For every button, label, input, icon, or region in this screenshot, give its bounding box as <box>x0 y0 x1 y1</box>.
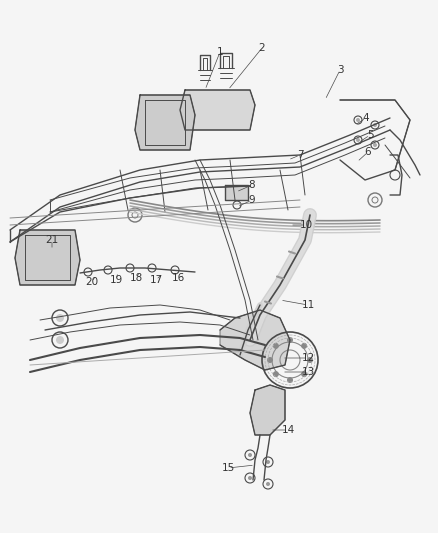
Circle shape <box>301 343 307 349</box>
Text: 18: 18 <box>129 273 143 283</box>
Text: 13: 13 <box>301 367 314 377</box>
Circle shape <box>266 460 270 464</box>
Text: 11: 11 <box>301 300 314 310</box>
Circle shape <box>248 476 252 480</box>
Polygon shape <box>225 185 248 200</box>
Circle shape <box>56 314 64 322</box>
Circle shape <box>307 357 313 363</box>
Text: 10: 10 <box>300 220 313 230</box>
Text: 20: 20 <box>85 277 99 287</box>
Circle shape <box>248 453 252 457</box>
Text: 14: 14 <box>281 425 295 435</box>
Circle shape <box>356 138 360 142</box>
Circle shape <box>56 336 64 344</box>
Circle shape <box>356 118 360 122</box>
Text: 8: 8 <box>249 180 255 190</box>
Text: 1: 1 <box>217 47 223 57</box>
Text: 6: 6 <box>365 147 371 157</box>
Text: 3: 3 <box>337 65 343 75</box>
Circle shape <box>373 123 377 127</box>
Polygon shape <box>180 90 255 130</box>
Circle shape <box>266 482 270 486</box>
Polygon shape <box>15 230 80 285</box>
Circle shape <box>267 357 273 363</box>
Polygon shape <box>220 310 290 370</box>
Text: 9: 9 <box>249 195 255 205</box>
Text: 7: 7 <box>297 150 303 160</box>
Polygon shape <box>135 95 195 150</box>
Text: 12: 12 <box>301 353 314 363</box>
Text: 5: 5 <box>367 130 373 140</box>
Circle shape <box>301 371 307 377</box>
Text: 4: 4 <box>363 113 369 123</box>
Circle shape <box>287 337 293 343</box>
Polygon shape <box>250 385 285 435</box>
Text: 19: 19 <box>110 275 123 285</box>
Text: 17: 17 <box>149 275 162 285</box>
Circle shape <box>273 343 279 349</box>
Circle shape <box>287 377 293 383</box>
Text: 16: 16 <box>171 273 185 283</box>
Circle shape <box>373 143 377 147</box>
Text: 15: 15 <box>221 463 235 473</box>
Circle shape <box>273 371 279 377</box>
Text: 2: 2 <box>259 43 265 53</box>
Text: 21: 21 <box>46 235 59 245</box>
